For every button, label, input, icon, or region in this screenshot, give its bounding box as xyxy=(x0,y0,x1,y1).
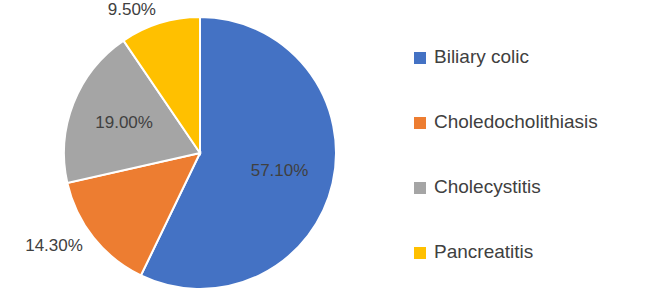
legend-swatch xyxy=(414,52,426,64)
data-label: 57.10% xyxy=(251,161,309,180)
data-label: 9.50% xyxy=(108,0,156,19)
legend: Biliary colic Choledocholithiasis Cholecys… xyxy=(414,46,598,262)
chart: 57.10% 14.30% 19.00% 9.50% Biliary colic Chol… xyxy=(0,0,646,303)
legend-label: Choledocholithiasis xyxy=(434,111,598,132)
data-labels: 57.10% 14.30% 19.00% 9.50% xyxy=(25,0,308,255)
legend-swatch xyxy=(414,182,426,194)
data-label: 14.30% xyxy=(25,236,83,255)
legend-label: Biliary colic xyxy=(434,46,529,67)
legend-label: Pancreatitis xyxy=(434,241,533,262)
legend-swatch xyxy=(414,117,426,129)
legend-label: Cholecystitis xyxy=(434,176,541,197)
slices xyxy=(64,17,336,289)
data-label: 19.00% xyxy=(95,113,153,132)
pie-slice xyxy=(123,17,200,153)
legend-swatch xyxy=(414,247,426,259)
